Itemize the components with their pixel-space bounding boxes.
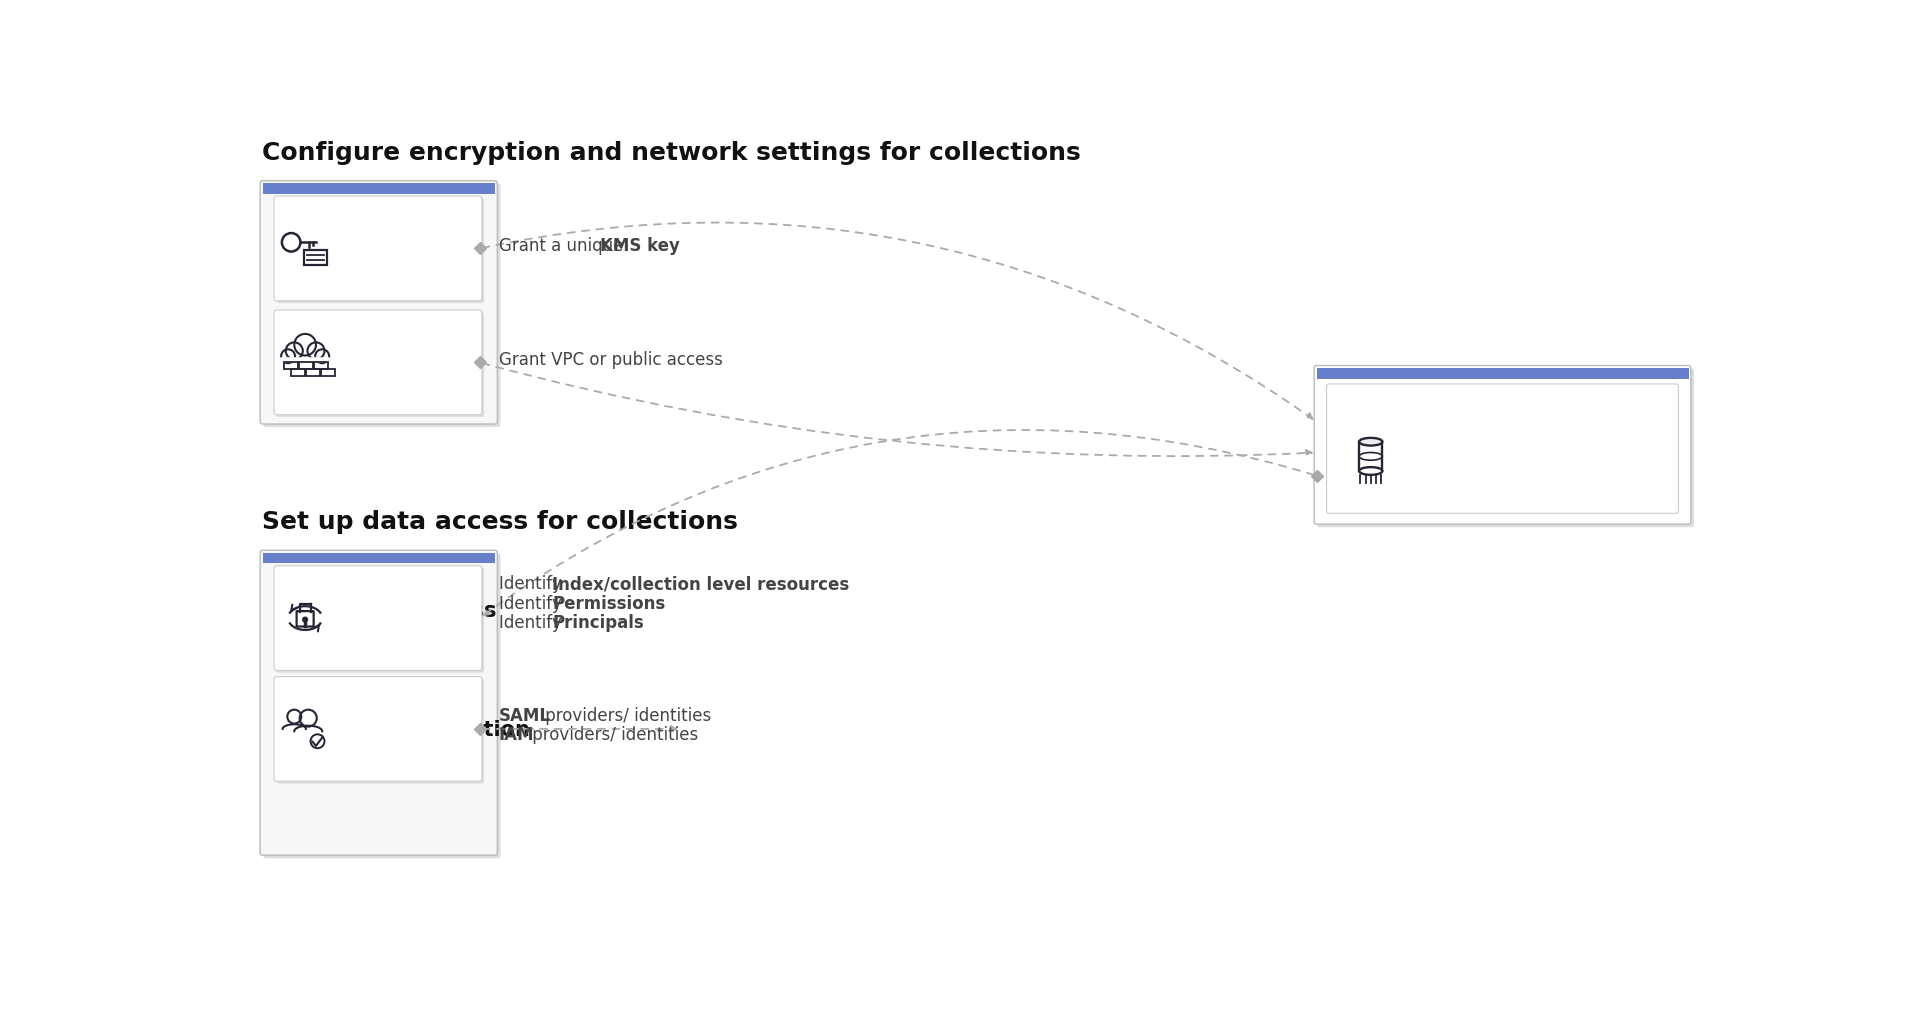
Text: IAM: IAM <box>500 726 534 744</box>
Text: policy: policy <box>356 252 410 270</box>
FancyBboxPatch shape <box>264 184 500 428</box>
FancyBboxPatch shape <box>262 183 496 195</box>
Text: Collection: Collection <box>1409 439 1566 467</box>
FancyBboxPatch shape <box>274 567 482 671</box>
Text: SAML: SAML <box>500 706 551 725</box>
Text: Identify: Identify <box>500 613 567 632</box>
Text: providers/ identities: providers/ identities <box>526 726 699 744</box>
Text: Permissions: Permissions <box>553 594 666 612</box>
FancyBboxPatch shape <box>1315 366 1690 525</box>
FancyBboxPatch shape <box>1317 369 1694 528</box>
Text: policy(s): policy(s) <box>356 366 433 383</box>
FancyBboxPatch shape <box>1317 369 1688 379</box>
Text: Identify: Identify <box>500 594 567 612</box>
FancyBboxPatch shape <box>1326 384 1679 514</box>
FancyBboxPatch shape <box>260 181 498 425</box>
Text: Identify: Identify <box>500 575 567 593</box>
Text: Data access: Data access <box>356 601 496 621</box>
Text: Authentication: Authentication <box>356 719 530 739</box>
Ellipse shape <box>1359 438 1382 446</box>
FancyBboxPatch shape <box>276 569 484 674</box>
Circle shape <box>310 735 325 748</box>
Text: Grant VPC or public access: Grant VPC or public access <box>500 351 723 368</box>
Text: Encryption: Encryption <box>356 231 482 252</box>
FancyBboxPatch shape <box>262 553 496 564</box>
Text: Principals: Principals <box>553 613 645 632</box>
FancyArrowPatch shape <box>482 364 1311 457</box>
FancyBboxPatch shape <box>276 313 484 418</box>
Text: providers/ identities: providers/ identities <box>540 706 712 725</box>
FancyBboxPatch shape <box>276 680 484 784</box>
FancyBboxPatch shape <box>274 677 482 782</box>
Text: Set up data access for collections: Set up data access for collections <box>262 510 739 534</box>
FancyBboxPatch shape <box>264 554 500 858</box>
Text: KMS key: KMS key <box>601 236 679 255</box>
FancyBboxPatch shape <box>274 311 482 416</box>
Circle shape <box>302 616 308 623</box>
Text: Network: Network <box>356 345 456 366</box>
Text: policy(s): policy(s) <box>356 621 433 639</box>
FancyBboxPatch shape <box>297 611 314 627</box>
Ellipse shape <box>1359 468 1382 475</box>
FancyArrowPatch shape <box>482 223 1313 420</box>
Text: Grant a unique: Grant a unique <box>500 236 628 255</box>
FancyBboxPatch shape <box>260 550 498 855</box>
Text: Configure encryption and network settings for collections: Configure encryption and network setting… <box>262 141 1081 165</box>
FancyArrowPatch shape <box>482 727 676 732</box>
FancyBboxPatch shape <box>276 199 484 304</box>
Text: Index/collection level resources: Index/collection level resources <box>553 575 850 593</box>
FancyArrowPatch shape <box>484 430 1313 615</box>
FancyBboxPatch shape <box>274 197 482 302</box>
